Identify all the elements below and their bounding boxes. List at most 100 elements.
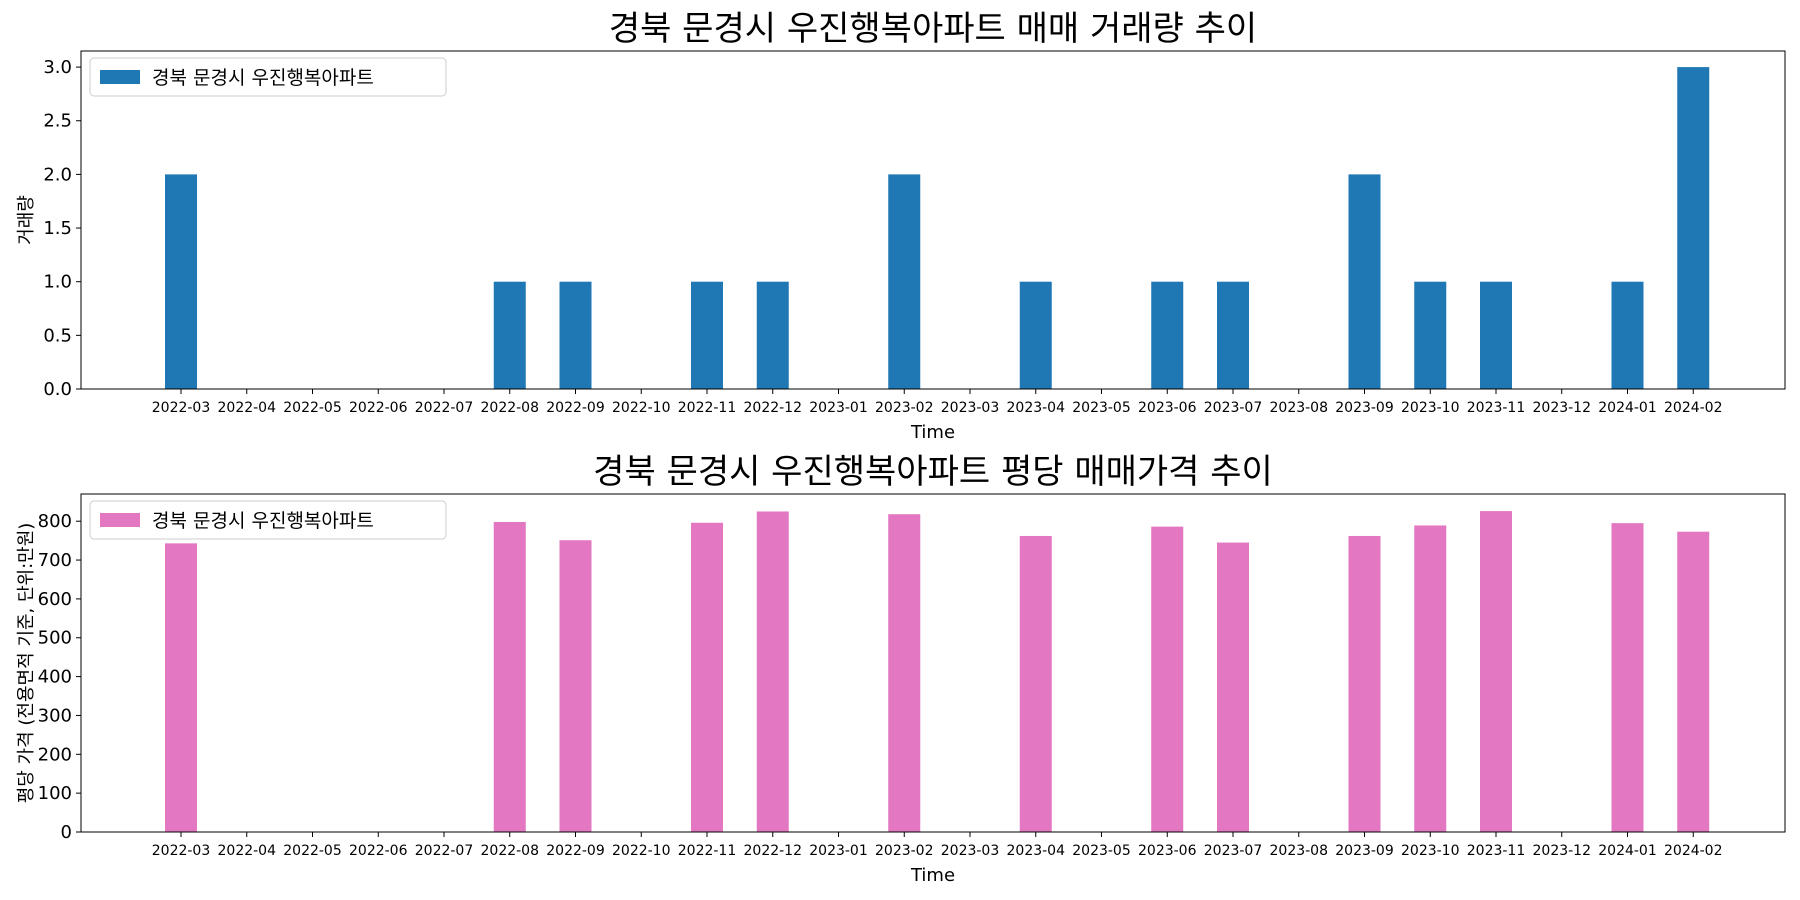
x-tick-label: 2022-11 — [678, 843, 737, 859]
plot-frame — [80, 50, 1786, 390]
bar — [1348, 174, 1381, 389]
x-tick-label: 2022-06 — [349, 843, 408, 859]
x-tick-label: 2023-09 — [1335, 400, 1394, 416]
bar — [1019, 281, 1052, 389]
x-tick-label: 2022-10 — [612, 400, 671, 416]
bar — [1480, 281, 1512, 389]
x-tick-label: 2023-12 — [1533, 843, 1592, 859]
bar — [1611, 281, 1644, 389]
x-tick-label: 2024-02 — [1664, 400, 1723, 416]
x-tick-label: 2023-04 — [1007, 400, 1066, 416]
bar — [756, 511, 789, 832]
x-axis-label: Time — [910, 422, 955, 443]
y-tick-label: 700 — [38, 550, 72, 571]
legend-label: 경북 문경시 우진행복아파트 — [152, 510, 374, 532]
legend-swatch — [100, 513, 140, 527]
x-tick-label: 2022-12 — [744, 400, 803, 416]
x-tick-label: 2023-11 — [1467, 400, 1526, 416]
x-tick-label: 2023-04 — [1007, 843, 1066, 859]
x-tick-label: 2023-01 — [809, 400, 868, 416]
x-tick-label: 2023-10 — [1401, 400, 1460, 416]
x-axis-label: Time — [910, 865, 955, 886]
x-tick-label: 2022-08 — [481, 843, 540, 859]
x-tick-label: 2023-07 — [1204, 843, 1263, 859]
x-tick-label: 2023-09 — [1335, 843, 1394, 859]
legend-box — [89, 57, 447, 97]
bar — [756, 281, 789, 389]
x-tick-label: 2022-06 — [349, 400, 408, 416]
x-tick-label: 2023-10 — [1401, 843, 1460, 859]
x-tick-label: 2023-06 — [1138, 843, 1197, 859]
bar — [493, 281, 526, 389]
bar — [1217, 281, 1249, 389]
bar — [1414, 525, 1447, 832]
bar — [1348, 535, 1381, 832]
y-tick-label: 400 — [38, 667, 72, 688]
y-tick-label: 3.0 — [43, 57, 72, 78]
legend-label: 경북 문경시 우진행복아파트 — [152, 67, 374, 89]
chart-title: 경북 문경시 우진행복아파트 매매 거래량 추이 — [609, 9, 1257, 49]
bar — [1019, 535, 1052, 832]
bar — [165, 174, 197, 389]
x-tick-label: 2023-11 — [1467, 843, 1526, 859]
x-tick-label: 2022-12 — [744, 843, 803, 859]
bar — [165, 543, 197, 832]
x-tick-label: 2022-07 — [415, 400, 474, 416]
bar — [888, 174, 921, 389]
bar — [691, 281, 723, 389]
y-tick-label: 600 — [38, 589, 72, 610]
bar — [493, 521, 526, 832]
x-tick-label: 2023-08 — [1270, 400, 1329, 416]
x-tick-label: 2023-06 — [1138, 400, 1197, 416]
y-tick-label: 2.0 — [43, 164, 72, 185]
bar — [1414, 281, 1447, 389]
y-tick-label: 1.0 — [43, 272, 72, 293]
x-tick-label: 2023-07 — [1204, 400, 1263, 416]
x-tick-label: 2022-05 — [283, 843, 342, 859]
x-tick-label: 2022-09 — [546, 843, 605, 859]
x-tick-label: 2022-03 — [152, 843, 211, 859]
plot-frame — [80, 493, 1786, 833]
x-tick-label: 2022-11 — [678, 400, 737, 416]
x-tick-label: 2022-09 — [546, 400, 605, 416]
y-axis-label: 거래량 — [16, 195, 37, 245]
x-tick-label: 2024-02 — [1664, 843, 1723, 859]
y-tick-label: 500 — [38, 628, 72, 649]
bar — [1611, 523, 1644, 832]
legend-box — [89, 500, 447, 540]
chart-title: 경북 문경시 우진행복아파트 평당 매매가격 추이 — [593, 452, 1273, 492]
bar — [1151, 526, 1184, 832]
x-tick-label: 2024-01 — [1598, 400, 1657, 416]
x-tick-label: 2022-10 — [612, 843, 671, 859]
x-tick-label: 2023-03 — [941, 400, 1000, 416]
y-tick-label: 2.5 — [43, 111, 72, 132]
x-tick-label: 2022-04 — [218, 843, 277, 859]
bar — [888, 514, 921, 832]
chart-panel-1: 경북 문경시 우진행복아파트 매매 거래량 추이 0.0 0.5 1.0 1.5 2.0 2… — [16, 9, 1786, 443]
bar — [1151, 281, 1184, 389]
y-tick-label: 100 — [38, 783, 72, 804]
bar — [559, 281, 592, 389]
x-tick-label: 2024-01 — [1598, 843, 1657, 859]
legend-swatch — [100, 70, 140, 84]
x-tick-label: 2022-05 — [283, 400, 342, 416]
y-tick-label: 0.0 — [43, 379, 72, 400]
y-tick-label: 200 — [38, 744, 72, 765]
y-tick-label: 0 — [61, 822, 72, 843]
y-tick-label: 800 — [38, 511, 72, 532]
x-tick-label: 2023-01 — [809, 843, 868, 859]
bar — [1217, 542, 1249, 832]
bar — [1480, 511, 1512, 832]
y-tick-label: 1.5 — [43, 218, 72, 239]
bar — [1677, 531, 1710, 832]
x-tick-label: 2023-05 — [1072, 843, 1131, 859]
bar — [691, 522, 723, 832]
x-tick-label: 2023-02 — [875, 843, 934, 859]
x-tick-label: 2023-05 — [1072, 400, 1131, 416]
x-tick-label: 2022-08 — [481, 400, 540, 416]
bar — [559, 540, 592, 832]
x-tick-label: 2022-04 — [218, 400, 277, 416]
x-tick-label: 2022-03 — [152, 400, 211, 416]
